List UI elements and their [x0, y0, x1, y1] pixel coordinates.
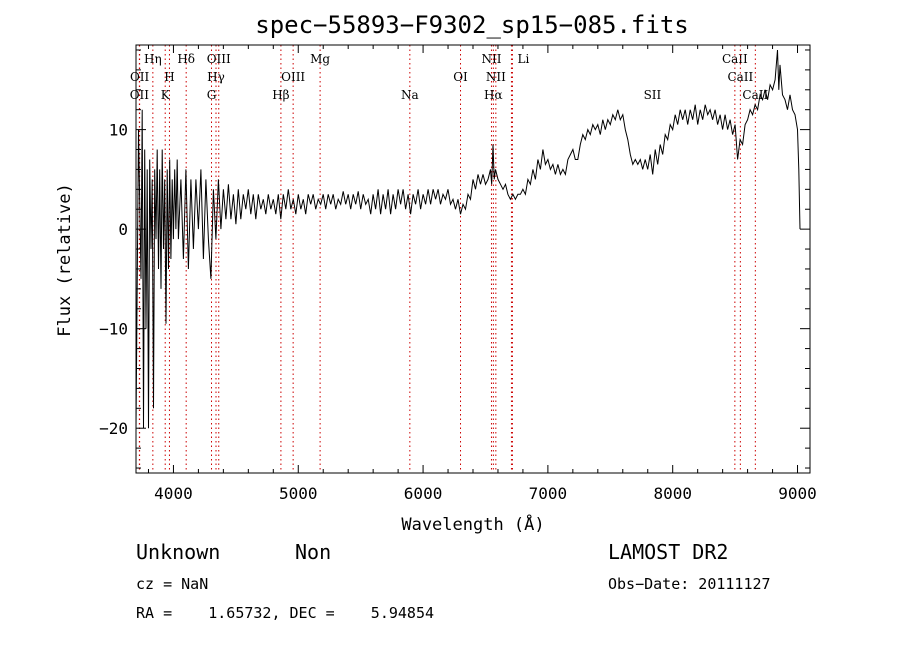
- spectral-line-label: OIII: [207, 52, 231, 66]
- obs-date-text: Obs−Date: 20111127: [608, 575, 771, 593]
- spectral-line-label: CaII: [722, 52, 748, 66]
- spectral-line-label: NII: [486, 70, 506, 84]
- x-axis-label: Wavelength (Å): [401, 513, 544, 535]
- y-tick-label: 10: [109, 121, 128, 140]
- spectral-line-label: SII: [644, 88, 662, 102]
- spectrum-series-line: [135, 49, 801, 429]
- spectral-line-label: G: [207, 88, 217, 102]
- spectral-line-label: OII: [130, 70, 150, 84]
- spectral-line-label: Hβ: [272, 88, 289, 102]
- spectral-line-label: NII: [481, 52, 501, 66]
- redshift-text: cz = NaN: [136, 575, 209, 593]
- x-tick-label: 4000: [154, 484, 193, 503]
- spectral-line-label: Hα: [484, 88, 503, 102]
- spectral-line-label: Hδ: [177, 52, 195, 66]
- spectral-line-label: Na: [401, 88, 419, 102]
- y-tick-label: −20: [99, 419, 128, 438]
- spectral-line-label: Hγ: [207, 70, 225, 84]
- x-tick-label: 8000: [653, 484, 692, 503]
- axis-ticks: 4000 5000 6000 7000 8000 9000 −20 −10 0 10: [99, 45, 817, 503]
- spectral-line-label: Mg: [310, 52, 330, 66]
- survey-name: LAMOST DR2: [608, 540, 729, 564]
- spectral-line-label: OIII: [281, 70, 305, 84]
- chart-title: spec−55893−F9302_sp15−085.fits: [255, 11, 688, 39]
- x-tick-label: 9000: [778, 484, 817, 503]
- object-subclass: Non: [295, 540, 332, 564]
- x-tick-label: 5000: [279, 484, 318, 503]
- y-axis-label: Flux (relative): [55, 183, 75, 337]
- spectral-line-label: OI: [453, 70, 468, 84]
- coordinates-text: RA = 1.65732, DEC = 5.94854: [136, 604, 435, 622]
- x-tick-label: 7000: [529, 484, 568, 503]
- spectral-line-label: K: [161, 88, 171, 102]
- object-class: Unknown: [136, 540, 221, 564]
- y-tick-label: −10: [99, 320, 128, 339]
- spectral-line-label: Hη: [144, 52, 162, 66]
- plot-frame: [135, 44, 811, 474]
- y-tick-label: 0: [118, 220, 128, 239]
- spectral-line-label: H: [164, 70, 174, 84]
- spectral-line-label: CaII: [727, 70, 753, 84]
- x-tick-label: 6000: [404, 484, 443, 503]
- spectral-line-label: Li: [518, 52, 530, 66]
